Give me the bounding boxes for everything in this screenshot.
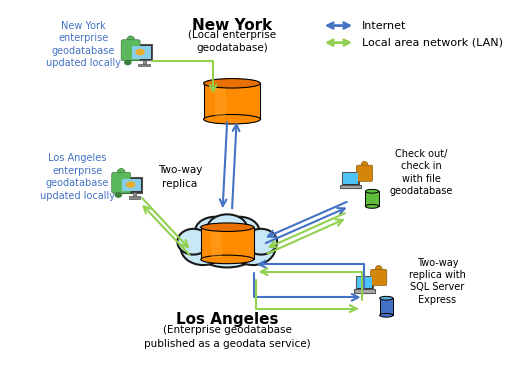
FancyBboxPatch shape <box>122 179 141 191</box>
Ellipse shape <box>219 217 259 246</box>
FancyBboxPatch shape <box>112 172 131 193</box>
FancyBboxPatch shape <box>357 277 372 288</box>
Ellipse shape <box>178 229 210 255</box>
Ellipse shape <box>365 189 379 193</box>
FancyBboxPatch shape <box>379 298 393 315</box>
Ellipse shape <box>191 219 264 267</box>
Ellipse shape <box>126 181 135 188</box>
Ellipse shape <box>135 49 145 56</box>
Text: Two-way
replica: Two-way replica <box>158 165 202 188</box>
FancyBboxPatch shape <box>133 192 136 197</box>
Ellipse shape <box>127 36 134 43</box>
Ellipse shape <box>201 255 253 264</box>
Ellipse shape <box>365 204 379 208</box>
FancyBboxPatch shape <box>341 172 359 185</box>
Text: Local area network (LAN): Local area network (LAN) <box>362 38 503 48</box>
Ellipse shape <box>207 214 247 243</box>
Ellipse shape <box>379 296 393 300</box>
Ellipse shape <box>181 230 226 265</box>
Ellipse shape <box>203 115 260 124</box>
FancyBboxPatch shape <box>356 165 373 181</box>
Ellipse shape <box>201 223 253 231</box>
Text: New York
enterprise
geodatabase
updated locally: New York enterprise geodatabase updated … <box>46 21 121 68</box>
FancyBboxPatch shape <box>121 40 140 61</box>
FancyBboxPatch shape <box>132 47 151 59</box>
FancyBboxPatch shape <box>215 83 226 117</box>
Ellipse shape <box>379 313 393 317</box>
FancyBboxPatch shape <box>129 196 140 199</box>
FancyBboxPatch shape <box>203 83 260 119</box>
Ellipse shape <box>230 230 276 265</box>
FancyBboxPatch shape <box>121 177 142 193</box>
Ellipse shape <box>114 192 122 198</box>
Ellipse shape <box>245 229 277 255</box>
Text: Los Angeles
enterprise
geodatabase
updated locally: Los Angeles enterprise geodatabase updat… <box>40 153 115 201</box>
FancyBboxPatch shape <box>354 289 375 292</box>
Text: Two-way
replica with
SQL Server
Express: Two-way replica with SQL Server Express <box>409 258 466 305</box>
FancyBboxPatch shape <box>138 64 150 66</box>
Ellipse shape <box>195 217 235 246</box>
Text: New York: New York <box>192 18 272 33</box>
FancyBboxPatch shape <box>340 185 361 188</box>
FancyBboxPatch shape <box>201 227 253 259</box>
FancyBboxPatch shape <box>211 227 222 258</box>
Text: Check out/
check in
with file
geodatabase: Check out/ check in with file geodatabas… <box>389 149 453 196</box>
Text: (Local enterprise
geodatabase): (Local enterprise geodatabase) <box>188 30 276 53</box>
Text: Internet: Internet <box>362 21 406 30</box>
Ellipse shape <box>124 60 132 65</box>
Ellipse shape <box>203 79 260 88</box>
FancyBboxPatch shape <box>356 276 373 289</box>
FancyBboxPatch shape <box>370 269 387 285</box>
FancyBboxPatch shape <box>143 60 146 65</box>
Text: (Enterprise geodatabase
published as a geodata service): (Enterprise geodatabase published as a g… <box>144 325 310 349</box>
FancyBboxPatch shape <box>130 44 152 60</box>
FancyBboxPatch shape <box>343 173 358 184</box>
Ellipse shape <box>361 161 368 168</box>
Text: Los Angeles: Los Angeles <box>176 312 278 326</box>
Ellipse shape <box>118 169 125 176</box>
FancyBboxPatch shape <box>365 191 379 206</box>
Ellipse shape <box>375 265 382 272</box>
